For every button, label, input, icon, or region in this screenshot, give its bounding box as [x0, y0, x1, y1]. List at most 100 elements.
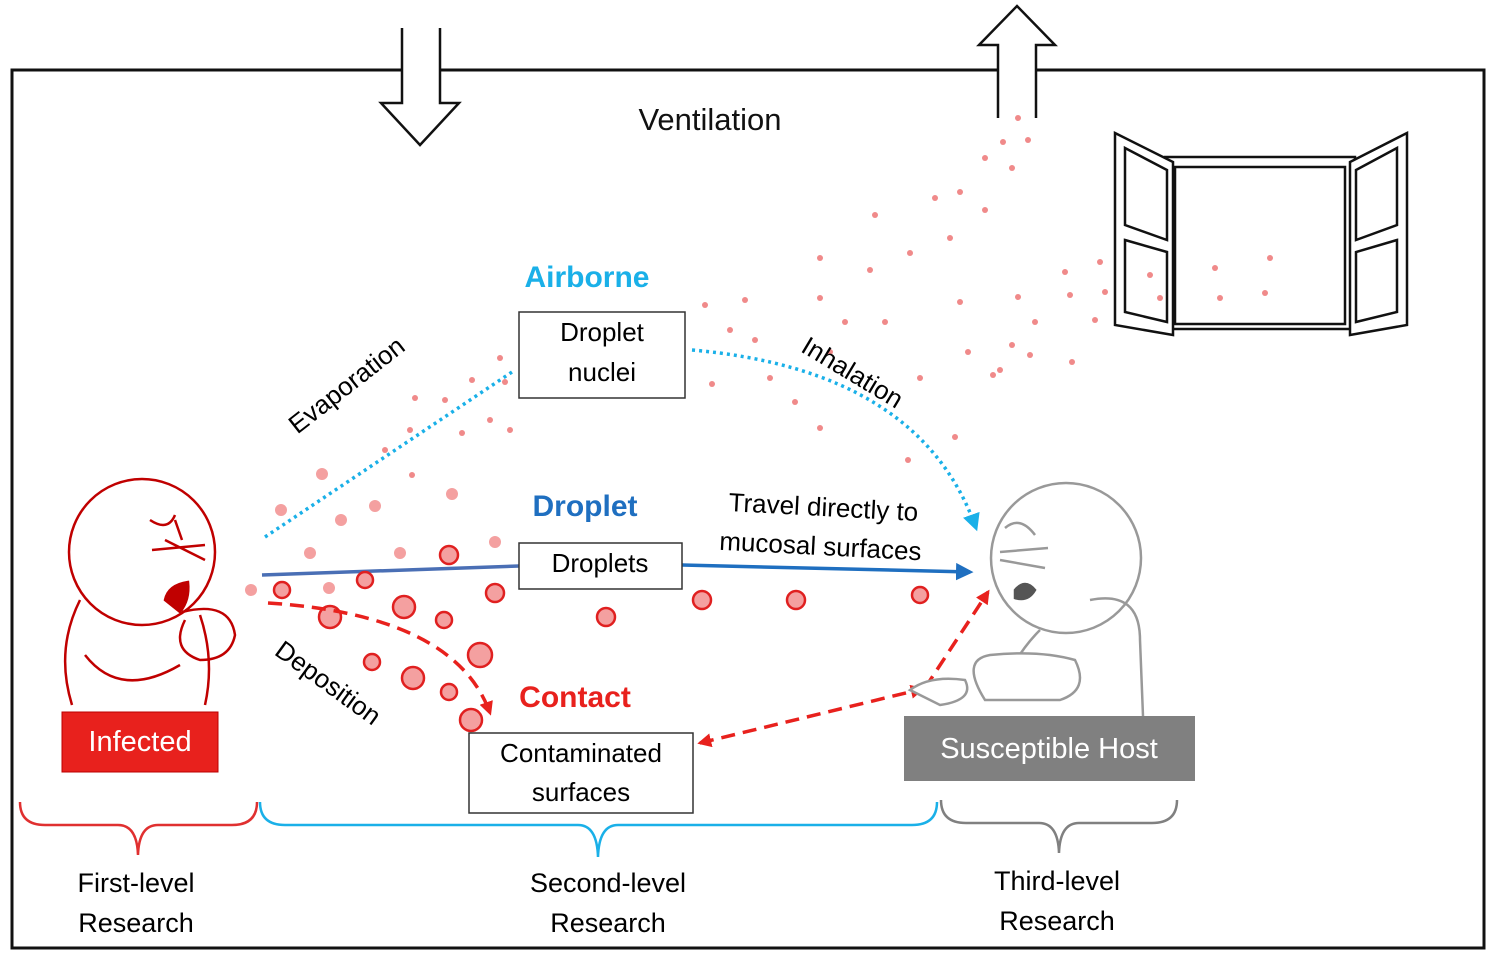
aerosol-dot: [947, 235, 953, 241]
droplet-dot: [785, 589, 807, 611]
aerosol-dot: [442, 397, 448, 403]
travel-label-2: mucosal surfaces: [719, 526, 923, 567]
deposition-label: Deposition: [270, 634, 387, 730]
aerosol-dot: [752, 337, 758, 343]
droplet-dot: [323, 582, 335, 594]
aerosol-dot: [1217, 295, 1223, 301]
evaporation-path: [264, 368, 516, 539]
first-level-brace: [18, 801, 259, 856]
aerosol-dot: [709, 381, 715, 387]
droplet-label: Droplet: [533, 490, 638, 523]
host-label: Susceptible Host: [940, 733, 1158, 765]
aerosol-dot: [882, 319, 888, 325]
aerosol-dot: [917, 375, 923, 381]
aerosol-dot: [767, 375, 773, 381]
aerosol-dot: [459, 430, 465, 436]
aerosol-dot: [727, 327, 733, 333]
infected-badge: [61, 711, 219, 773]
arrow-up-icon: [976, 4, 1058, 118]
aerosol-dot: [1262, 290, 1268, 296]
aerosol-dot: [742, 297, 748, 303]
droplet-dot: [355, 570, 375, 590]
droplet-dot: [484, 582, 506, 604]
aerosol-dot: [1000, 139, 1006, 145]
infected-label: Infected: [88, 726, 191, 758]
aerosol-dot: [1069, 359, 1075, 365]
window-icon: [1113, 130, 1409, 337]
inhalation-path: [691, 348, 980, 532]
droplets-text: Droplets: [552, 548, 649, 578]
level-3-line2: Research: [999, 906, 1115, 936]
droplet-path-a: [261, 564, 520, 577]
aerosol-dot: [1147, 272, 1153, 278]
droplet-dot: [400, 665, 426, 691]
aerosol-dot: [872, 212, 878, 218]
aerosol-dot: [1102, 289, 1108, 295]
level-3-line1: Third-level: [994, 866, 1120, 896]
aerosol-dot: [1015, 294, 1021, 300]
aerosol-dot: [952, 434, 958, 440]
droplet-dot: [316, 468, 328, 480]
aerosol-dot: [1212, 265, 1218, 271]
droplet-dot: [434, 610, 454, 630]
level-2-line1: Second-level: [530, 868, 686, 898]
aerosol-dot: [905, 457, 911, 463]
droplet-dot: [304, 547, 316, 559]
contaminated-line2: surfaces: [532, 777, 630, 807]
droplet-dot: [362, 652, 382, 672]
deposition-path: [267, 601, 493, 716]
droplet-dot: [439, 682, 459, 702]
aerosol-dot: [1015, 115, 1021, 121]
droplet-dot: [275, 504, 287, 516]
host-badge: [904, 716, 1195, 781]
room-frame: [10, 68, 1486, 950]
droplet-dot: [595, 606, 617, 628]
aerosol-dot: [1267, 255, 1273, 261]
aerosol-dot: [412, 395, 418, 401]
contact-label: Contact: [519, 681, 631, 714]
droplet-dot: [446, 488, 458, 500]
droplet-path-b: [681, 562, 974, 581]
aerosol-dot: [382, 447, 388, 453]
aerosol-dot: [907, 250, 913, 256]
droplet-dot: [691, 589, 713, 611]
droplet-nuclei-line1: Droplet: [560, 317, 645, 347]
aerosol-dot: [469, 377, 475, 383]
aerosol-dot: [817, 425, 823, 431]
aerosol-dot: [487, 417, 493, 423]
aerosol-dot: [1009, 165, 1015, 171]
infected-person-icon: [63, 477, 237, 706]
contaminated-line1: Contaminated: [500, 738, 662, 768]
level-2-line2: Research: [550, 908, 666, 938]
aerosol-dot: [827, 349, 833, 355]
aerosol-dot: [867, 267, 873, 273]
aerosol-dot: [702, 302, 708, 308]
aerosol-dot: [1009, 342, 1015, 348]
contact-path-face: [923, 589, 990, 689]
aerosol-dot: [1062, 269, 1068, 275]
evaporation-label: Evaporation: [283, 330, 411, 439]
droplet-dot: [489, 536, 501, 548]
aerosol-dot: [932, 195, 938, 201]
host-person-icon: [907, 481, 1145, 717]
aerosol-dot: [990, 372, 996, 378]
aerosol-dot: [1157, 295, 1163, 301]
droplet-dot: [910, 585, 930, 605]
arrow-down-icon: [378, 28, 462, 147]
aerosol-dot: [502, 379, 508, 385]
droplet-dot: [245, 584, 257, 596]
airborne-label: Airborne: [524, 261, 649, 294]
droplet-dot: [394, 547, 406, 559]
contact-path-surface: [697, 684, 925, 748]
droplet-dot: [335, 514, 347, 526]
level-1-line1: First-level: [77, 868, 194, 898]
level-1-line2: Research: [78, 908, 194, 938]
contaminated-surfaces-box: [468, 732, 694, 814]
droplet-dot: [466, 641, 494, 669]
aerosol-dot: [1025, 137, 1031, 143]
droplet-particles: [245, 468, 930, 733]
ventilation-label: Ventilation: [638, 102, 781, 137]
aerosol-dot: [982, 155, 988, 161]
aerosol-particles: [382, 115, 1273, 478]
